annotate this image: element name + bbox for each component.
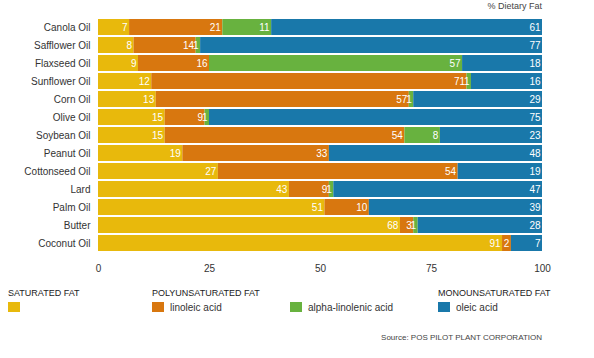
svg-text:Corn Oil: Corn Oil <box>54 94 91 105</box>
svg-text:9: 9 <box>131 58 137 69</box>
svg-text:77: 77 <box>529 40 541 51</box>
svg-text:Peanut Oil: Peanut Oil <box>44 148 91 159</box>
svg-text:9: 9 <box>321 183 328 195</box>
svg-text:2: 2 <box>504 238 510 249</box>
svg-text:48: 48 <box>529 148 541 159</box>
svg-text:Palm Oil: Palm Oil <box>53 202 91 213</box>
svg-text:19: 19 <box>170 148 182 159</box>
svg-text:3: 3 <box>406 219 412 231</box>
svg-text:57: 57 <box>396 93 408 105</box>
svg-text:19: 19 <box>529 166 541 177</box>
svg-text:Flaxseed Oil: Flaxseed Oil <box>35 58 91 69</box>
svg-text:51: 51 <box>312 202 324 213</box>
html-text:Source: POS PILOT PLANT CORPOR: Source: POS PILOT PLANT CORPORATION <box>381 333 542 342</box>
html-text:MONOUNSATURATED FAT: MONOUNSATURATED FAT <box>438 288 551 298</box>
svg-text:27: 27 <box>205 166 217 177</box>
svg-text:57: 57 <box>449 58 461 69</box>
svg-text:8: 8 <box>126 40 132 51</box>
svg-text:1: 1 <box>326 184 332 195</box>
svg-text:15: 15 <box>152 112 164 123</box>
svg-text:0: 0 <box>96 263 102 274</box>
svg-text:54: 54 <box>445 166 457 177</box>
svg-text:Sunflower Oil: Sunflower Oil <box>31 76 90 87</box>
svg-text:1: 1 <box>464 76 470 87</box>
svg-text:71: 71 <box>453 75 465 87</box>
svg-text:29: 29 <box>529 94 541 105</box>
svg-text:91: 91 <box>489 238 501 249</box>
html-text:SATURATED FAT: SATURATED FAT <box>8 288 80 298</box>
svg-text:1: 1 <box>193 40 199 51</box>
svg-text:7: 7 <box>122 22 128 33</box>
svg-text:Canola Oil: Canola Oil <box>44 22 91 33</box>
svg-text:21: 21 <box>210 22 222 33</box>
svg-text:43: 43 <box>276 184 288 195</box>
svg-text:15: 15 <box>152 130 164 141</box>
svg-text:18: 18 <box>529 58 541 69</box>
svg-text:Safflower Oil: Safflower Oil <box>34 40 91 51</box>
svg-text:50: 50 <box>315 263 327 274</box>
svg-text:Olive Oil: Olive Oil <box>53 112 91 123</box>
svg-text:1: 1 <box>406 94 412 105</box>
svg-text:8: 8 <box>433 130 439 141</box>
svg-text:Coconut Oil: Coconut Oil <box>38 238 90 249</box>
svg-text:9: 9 <box>197 111 204 123</box>
svg-text:68: 68 <box>387 220 399 231</box>
html-text:POLYUNSATURATED FAT: POLYUNSATURATED FAT <box>152 288 260 298</box>
html-text:linoleic acid: linoleic acid <box>170 301 222 313</box>
svg-text:Lard: Lard <box>70 184 90 195</box>
svg-text:Cottonseed Oil: Cottonseed Oil <box>24 166 90 177</box>
svg-text:23: 23 <box>529 130 541 141</box>
html-text:% Dietary Fat: % Dietary Fat <box>487 1 542 11</box>
svg-text:47: 47 <box>529 184 541 195</box>
svg-text:1: 1 <box>411 220 417 231</box>
svg-text:7: 7 <box>535 238 541 249</box>
svg-text:75: 75 <box>426 263 438 274</box>
svg-text:11: 11 <box>259 22 270 33</box>
svg-text:14: 14 <box>183 39 195 51</box>
svg-text:100: 100 <box>534 263 551 274</box>
svg-text:16: 16 <box>196 58 208 69</box>
svg-text:28: 28 <box>529 220 541 231</box>
html-text:oleic acid: oleic acid <box>456 301 498 313</box>
svg-text:Butter: Butter <box>64 220 91 231</box>
svg-text:54: 54 <box>392 130 404 141</box>
html-text:alpha-linolenic acid: alpha-linolenic acid <box>308 301 394 313</box>
svg-text:16: 16 <box>529 76 541 87</box>
svg-text:61: 61 <box>529 22 541 33</box>
svg-text:1: 1 <box>202 112 208 123</box>
svg-text:33: 33 <box>316 148 328 159</box>
svg-text:13: 13 <box>143 94 155 105</box>
svg-text:12: 12 <box>139 76 151 87</box>
svg-text:10: 10 <box>356 202 368 213</box>
svg-text:Soybean Oil: Soybean Oil <box>36 130 90 141</box>
svg-text:39: 39 <box>529 202 541 213</box>
svg-text:25: 25 <box>204 263 216 274</box>
svg-text:75: 75 <box>529 112 541 123</box>
